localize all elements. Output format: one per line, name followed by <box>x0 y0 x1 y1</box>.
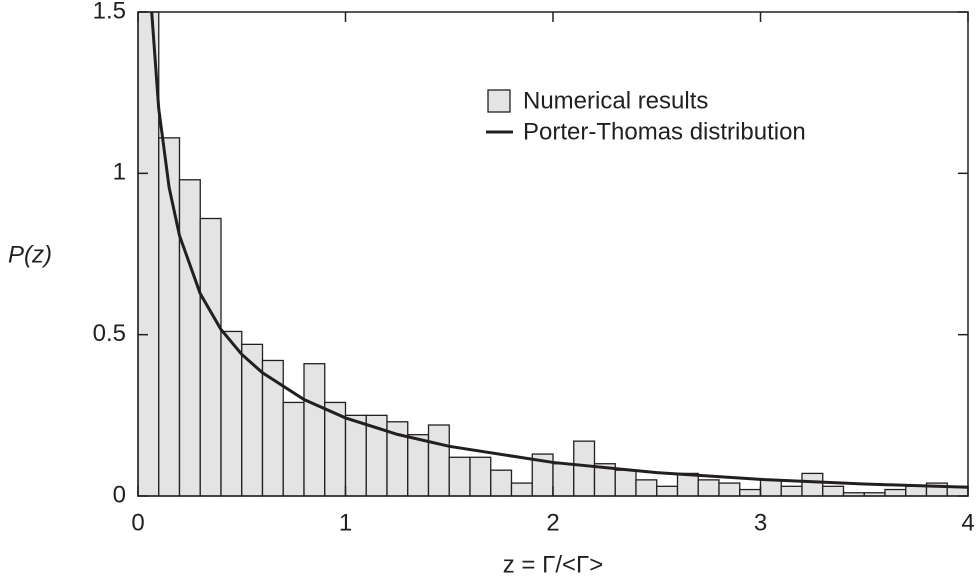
y-axis-label: P(z) <box>8 241 52 268</box>
legend-label: Numerical results <box>523 87 708 114</box>
histogram-bar <box>344 414 367 497</box>
histogram-bar <box>427 424 450 497</box>
histogram-bar <box>884 488 907 497</box>
histogram-bar <box>282 401 305 497</box>
y-tick-label: 0.5 <box>93 320 126 347</box>
histogram-bar <box>739 488 762 497</box>
histogram-bar <box>905 485 928 497</box>
histogram-bar <box>676 472 699 497</box>
histogram-bar <box>759 479 782 497</box>
histogram-bar <box>407 434 430 497</box>
y-tick-label: 1 <box>113 159 126 186</box>
histogram-bar <box>469 456 492 497</box>
x-tick-label: 1 <box>339 509 352 536</box>
x-tick-label: 2 <box>546 509 559 536</box>
histogram-bar <box>490 469 513 497</box>
histogram-bar <box>220 330 243 497</box>
histogram-bar <box>614 469 637 497</box>
histogram-bar <box>822 485 845 497</box>
histogram-bar <box>697 479 720 497</box>
x-tick-label: 0 <box>131 509 144 536</box>
legend-label: Porter-Thomas distribution <box>523 118 806 145</box>
y-tick-label: 1.5 <box>93 0 126 24</box>
x-tick-label: 4 <box>961 509 974 536</box>
histogram-bar <box>510 482 533 497</box>
histogram-bar <box>552 463 575 497</box>
histogram-bar <box>241 343 264 497</box>
histogram-bar <box>178 179 201 497</box>
histogram-bar <box>635 479 658 497</box>
histogram-bar <box>718 482 741 497</box>
legend-swatch <box>487 89 511 113</box>
histogram-bar <box>780 485 803 497</box>
x-tick-label: 3 <box>754 509 767 536</box>
histogram-bar <box>199 217 222 497</box>
distribution-curve <box>150 11 969 489</box>
histogram-bar <box>801 472 824 497</box>
histogram-bar <box>573 440 596 497</box>
x-axis-label: z = Γ/<Γ> <box>503 551 604 578</box>
histogram-bar <box>448 456 471 497</box>
histogram-bar <box>656 485 679 497</box>
y-tick-label: 0 <box>113 481 126 508</box>
histogram-bar <box>303 363 326 497</box>
